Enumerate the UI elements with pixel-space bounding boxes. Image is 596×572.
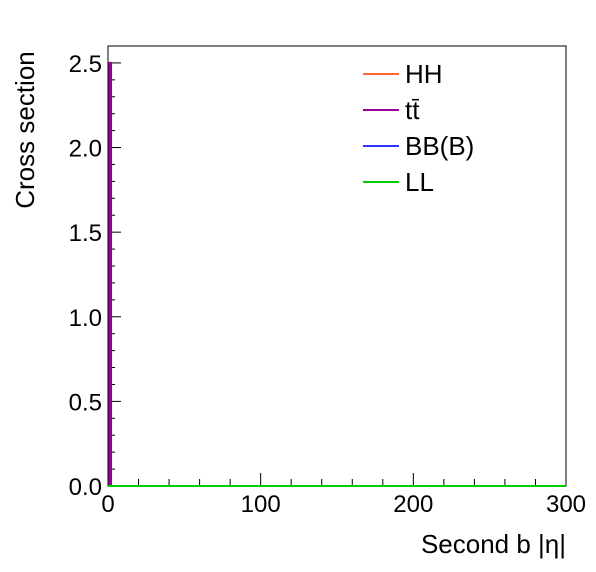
legend: HH tt̄ BB(B) LL (363, 59, 474, 197)
legend-label: LL (405, 167, 434, 197)
x-tick-label: 0 (101, 491, 114, 518)
legend-label: tt̄ (405, 95, 420, 125)
y-tick-label: 0.0 (69, 474, 102, 501)
x-axis-ticks: 0 100 200 300 (101, 473, 586, 518)
y-axis-title: Cross section (10, 51, 40, 209)
legend-label: BB(B) (405, 131, 474, 161)
plot-frame (107, 45, 567, 487)
x-tick-label: 300 (546, 491, 586, 518)
series-layer (108, 61, 566, 487)
legend-label: HH (405, 59, 443, 89)
x-tick-label: 100 (241, 491, 281, 518)
y-axis-ticks: 0.0 0.5 1.0 1.5 2.0 2.5 (69, 45, 121, 501)
x-tick-label: 200 (393, 491, 433, 518)
y-tick-label: 1.5 (69, 220, 102, 247)
y-tick-label: 2.5 (69, 51, 102, 78)
x-axis-title: Second b |η| (421, 529, 566, 559)
y-tick-label: 2.0 (69, 136, 102, 163)
series-line-1 (108, 61, 566, 487)
y-tick-label: 1.0 (69, 305, 102, 332)
y-tick-label: 0.5 (69, 389, 102, 416)
